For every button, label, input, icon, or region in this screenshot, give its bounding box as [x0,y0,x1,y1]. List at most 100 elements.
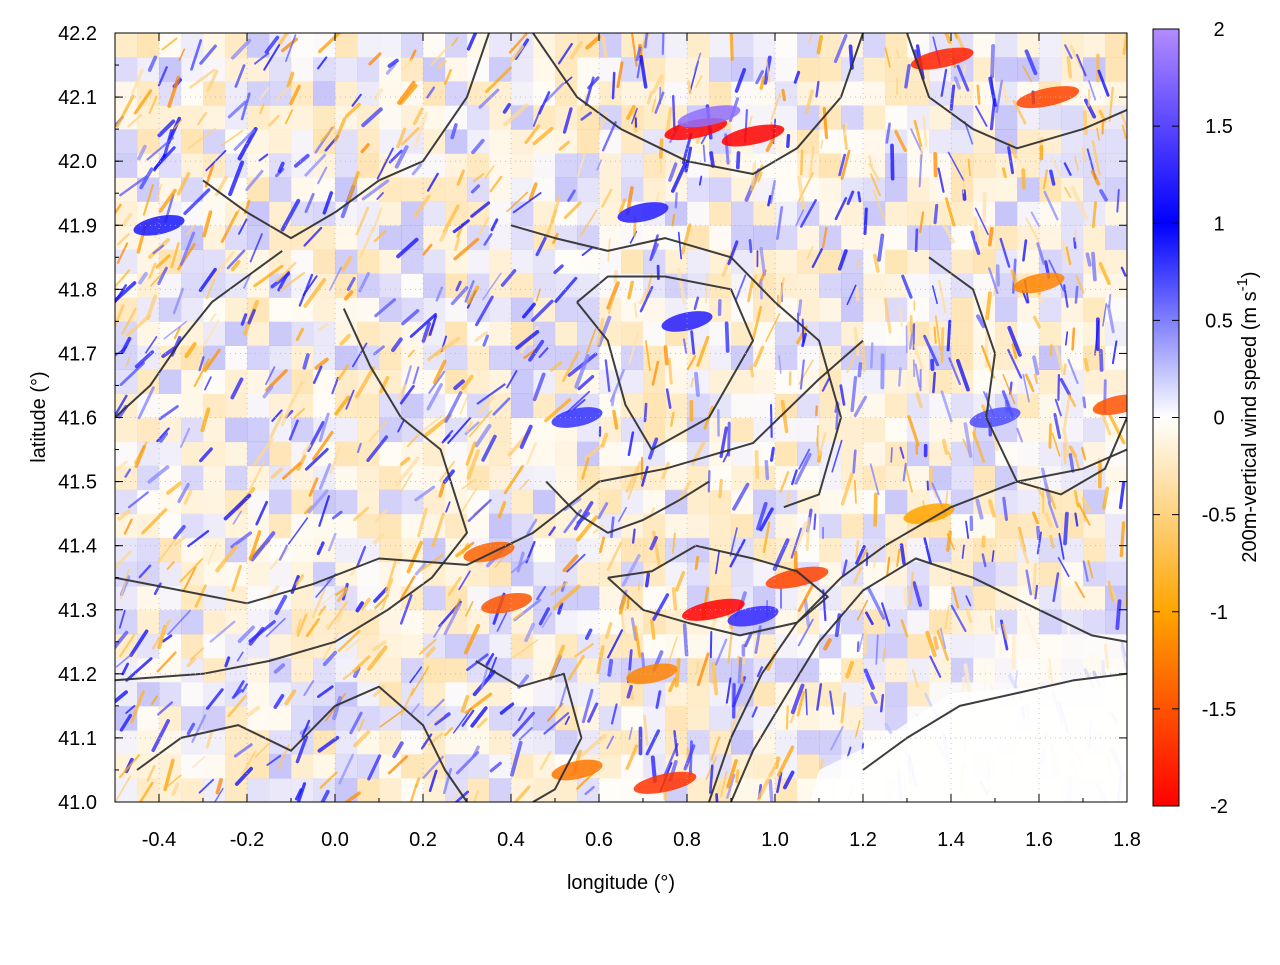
field-cell [247,730,270,755]
colorbar-label: 200m-vertical wind speed (m s-1) [1234,271,1261,562]
field-cell [665,514,688,539]
field-streak [916,230,917,251]
field-cell [1083,177,1106,202]
field-cell [599,225,622,250]
field-streak [1023,170,1024,187]
field-streak [1065,514,1067,544]
field-cell [335,538,358,563]
field-streak [766,462,767,479]
field-cell [577,562,600,587]
field-cell [313,754,336,779]
x-tick-label: 0.0 [321,829,349,851]
field-cell [665,57,688,82]
field-cell [1105,345,1128,370]
field-cell [577,586,600,611]
field-cell [731,81,754,106]
field-cell [885,369,908,394]
field-cell [181,634,204,659]
x-tick-label: -0.2 [230,829,264,851]
field-cell [379,177,402,202]
field-cell [379,273,402,298]
field-cell [467,57,490,82]
field-streak [1087,254,1089,265]
field-cell [269,177,292,202]
field-cell [269,442,292,467]
field-cell [313,394,336,419]
field-cell [423,586,446,611]
field-streak [639,582,640,591]
field-cell [225,778,248,803]
field-cell [885,153,908,178]
field-cell [819,249,842,274]
field-cell [929,442,952,467]
field-cell [819,297,842,322]
field-cell [555,129,578,154]
field-cell [291,754,314,779]
field-streak [603,38,605,57]
field-cell [1039,634,1062,659]
field-cell [445,273,468,298]
field-cell [335,225,358,250]
field-streak [1068,58,1070,77]
field-cell [775,369,798,394]
field-cell [731,562,754,587]
field-streak [935,206,937,223]
field-streak [990,229,992,245]
field-cell [687,249,710,274]
field-cell [467,249,490,274]
field-streak [857,541,859,558]
field-cell [335,33,358,58]
field-cell [665,706,688,731]
field-cell [599,778,622,803]
colorbar-tick-label: -0.5 [1202,505,1236,527]
field-streak [711,153,713,166]
field-cell [247,394,270,419]
field-cell [203,81,226,106]
field-cell [247,778,270,803]
field-streak [738,153,739,168]
field-cell [797,730,820,755]
field-cell [357,394,380,419]
field-cell [1105,201,1128,226]
field-cell [797,418,820,443]
field-streak [652,621,654,638]
y-tick-label: 41.6 [58,408,97,430]
y-tick-label: 42.0 [58,151,97,173]
field-streak [1093,254,1095,280]
field-cell [467,514,490,539]
field-cell [797,754,820,779]
field-cell [863,33,886,58]
field-cell [115,586,138,611]
field-cell [687,514,710,539]
field-cell [907,177,930,202]
field-cell [841,297,864,322]
field-cell [489,778,512,803]
field-cell [225,249,248,274]
field-streak [998,266,999,285]
colorbar-tick-label: 2 [1213,19,1224,41]
field-cell [951,345,974,370]
x-tick-label: 1.0 [761,829,789,851]
field-streak [783,90,785,99]
field-cell [533,490,556,515]
field-streak [677,660,679,686]
field-cell [203,682,226,707]
field-streak [899,368,900,385]
field-cell [225,610,248,635]
field-cell [467,153,490,178]
field-cell [753,297,776,322]
field-cell [137,538,160,563]
field-cell [511,562,534,587]
field-cell [423,778,446,803]
wind-field [107,23,1145,816]
field-streak [689,82,691,94]
field-cell [973,514,996,539]
field-cell [753,369,776,394]
field-streak [1049,670,1050,679]
field-cell [643,682,666,707]
field-cell [357,418,380,443]
field-cell [1039,33,1062,58]
field-cell [599,682,622,707]
field-streak [1003,169,1005,177]
field-cell [511,658,534,683]
